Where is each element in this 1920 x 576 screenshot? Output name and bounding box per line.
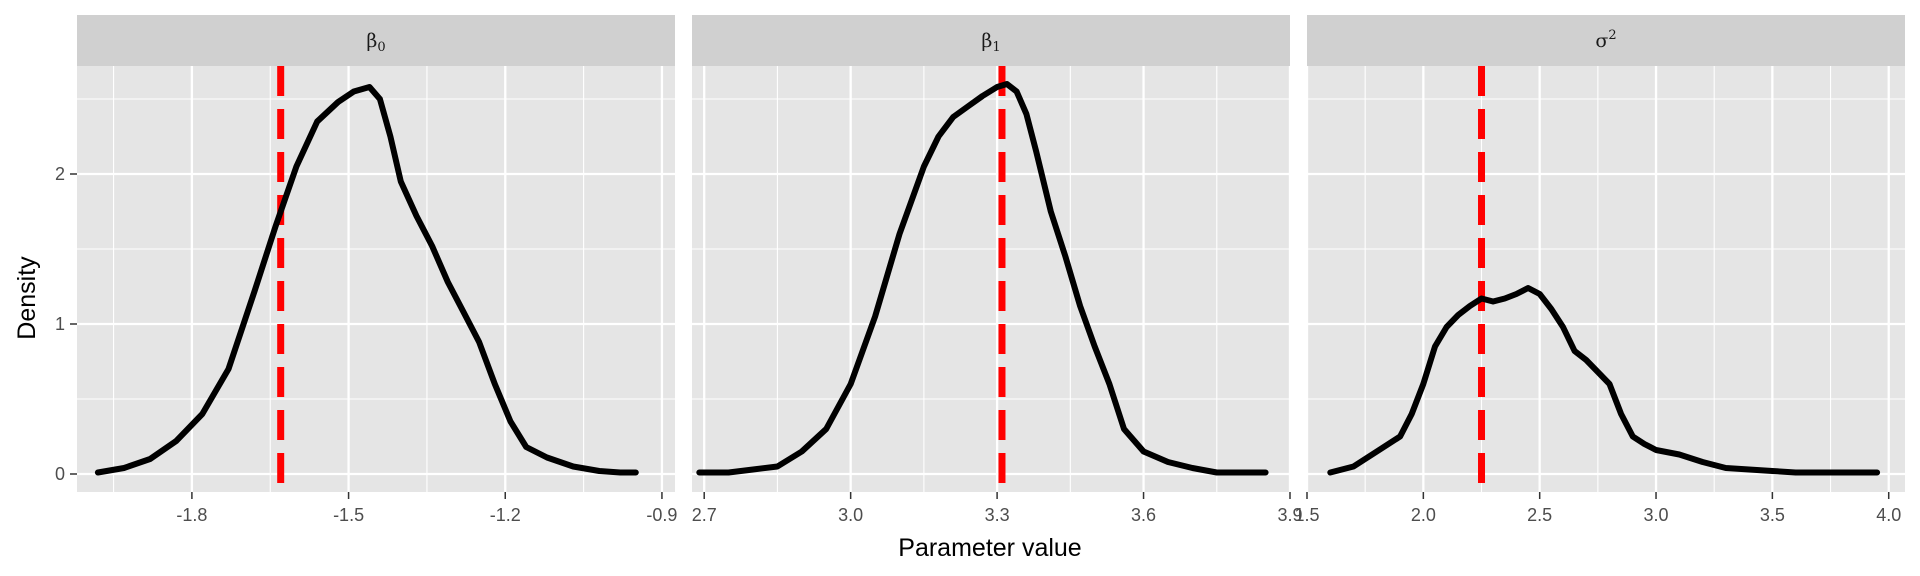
strip-subscript: 1	[992, 40, 1000, 55]
x-tick-label: 2.0	[1411, 505, 1436, 525]
density-curve	[1327, 285, 1881, 476]
facet-strip-label: β1	[981, 30, 1000, 55]
x-tick-label: 3.3	[985, 505, 1010, 525]
y-tick-label: 0	[55, 464, 65, 484]
x-tick-label: -1.8	[176, 505, 207, 525]
facet-strip	[77, 15, 675, 66]
y-axis: 0 1 2	[55, 164, 77, 484]
x-tick-label: 2.7	[692, 505, 717, 525]
facet-panel-2: β1 2.7 3.0 3.3 3.6 3.9	[692, 15, 1303, 525]
x-axis-title: Parameter value	[898, 534, 1081, 562]
facet-strip-label: β0	[366, 30, 385, 55]
density-curve	[696, 81, 1269, 476]
panel-background	[692, 66, 1290, 492]
facet-strip	[692, 15, 1290, 66]
y-tick-label: 1	[55, 314, 65, 334]
facet-panel-3: σ2 1.5 2.0 2.5 3.0 3.5 4.0	[1294, 15, 1905, 525]
x-tick-label: 3.0	[1644, 505, 1669, 525]
strip-symbol: σ	[1595, 30, 1608, 52]
strip-superscript: 2	[1608, 28, 1616, 43]
strip-symbol: β	[366, 30, 377, 52]
x-tick-label: 3.9	[1277, 505, 1302, 525]
facet-strip	[1307, 15, 1905, 66]
x-tick-label: 3.6	[1131, 505, 1156, 525]
y-tick-label: 2	[55, 164, 65, 184]
x-tick-label: 1.5	[1294, 505, 1319, 525]
density-curve	[94, 84, 639, 476]
panel-background	[77, 66, 675, 492]
x-tick-label: -1.2	[490, 505, 521, 525]
x-tick-label: 3.0	[838, 505, 863, 525]
panel-background	[1307, 66, 1905, 492]
facet-panel-1: β0 -1.8 -1.5 -1.2 -0.9	[77, 15, 677, 525]
strip-subscript: 0	[377, 40, 385, 55]
facet-strip-label: σ2	[1595, 28, 1616, 52]
x-tick-label: -0.9	[646, 505, 677, 525]
x-tick-label: 2.5	[1527, 505, 1552, 525]
x-tick-label: -1.5	[333, 505, 364, 525]
strip-symbol: β	[981, 30, 992, 52]
x-tick-label: 3.5	[1760, 505, 1785, 525]
y-axis-title: Density	[13, 256, 41, 340]
x-tick-label: 4.0	[1876, 505, 1901, 525]
